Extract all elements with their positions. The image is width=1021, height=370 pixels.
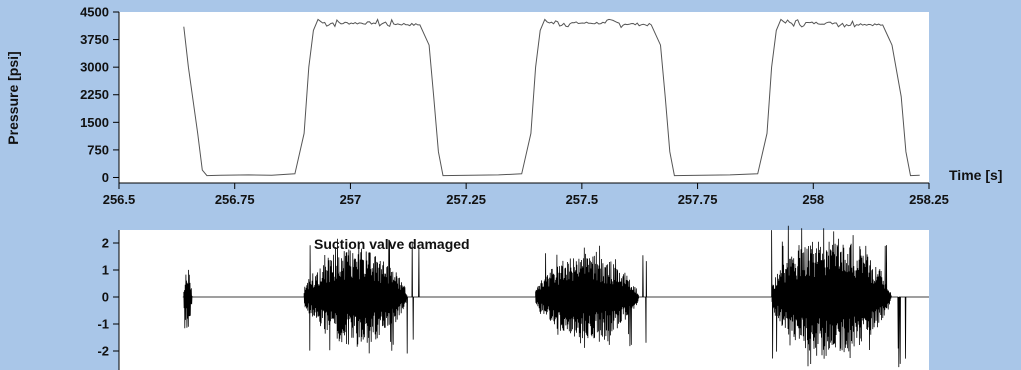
pressure-x-axis-title: Time [s]	[949, 167, 1002, 183]
pressure-y-tick-label: 750	[87, 142, 109, 157]
pressure-y-tick-label: 2250	[80, 87, 109, 102]
pressure-line	[183, 18, 920, 177]
pressure-x-tick-label: 257.5	[566, 192, 599, 207]
pressure-x-tick-label: 256.75	[215, 192, 255, 207]
pressure-x-tick-label: 257	[340, 192, 362, 207]
pressure-y-tick-label: 3750	[80, 32, 109, 47]
pressure-plot-area	[119, 12, 929, 183]
vibration-series	[182, 225, 929, 368]
pressure-y-axis-title: Pressure [psi]	[5, 51, 21, 144]
vibration-y-tick-label: 2	[102, 236, 109, 251]
pressure-series	[183, 18, 920, 177]
pressure-x-tick-label: 258.25	[909, 192, 949, 207]
vibration-chart: -2 -1 0 1 2 Suction valve damaged	[97, 225, 929, 370]
pressure-y-tick-label: 4500	[80, 5, 109, 20]
vibration-line	[182, 225, 929, 368]
pressure-x-tick-label: 257.25	[446, 192, 486, 207]
vibration-y-tick-label: 0	[102, 290, 109, 305]
vibration-y-ticks: -2 -1 0 1 2	[97, 236, 119, 359]
vibration-annotation: Suction valve damaged	[314, 236, 470, 252]
pressure-y-ticks: 0 750 1500 2250 3000 3750 4500	[80, 5, 119, 185]
vibration-y-tick-label: -1	[97, 317, 109, 332]
vibration-y-tick-label: -2	[97, 344, 109, 359]
pressure-x-tick-label: 258	[802, 192, 824, 207]
pressure-y-tick-label: 1500	[80, 115, 109, 130]
pressure-x-tick-label: 256.5	[103, 192, 136, 207]
pressure-x-ticks: 256.5 256.75 257 257.25 257.5 257.75 258 258.25	[103, 183, 949, 207]
vibration-y-tick-label: 1	[102, 263, 109, 278]
pressure-y-tick-label: 3000	[80, 60, 109, 75]
pressure-y-tick-label: 0	[102, 170, 109, 185]
pressure-x-tick-label: 257.75	[678, 192, 718, 207]
